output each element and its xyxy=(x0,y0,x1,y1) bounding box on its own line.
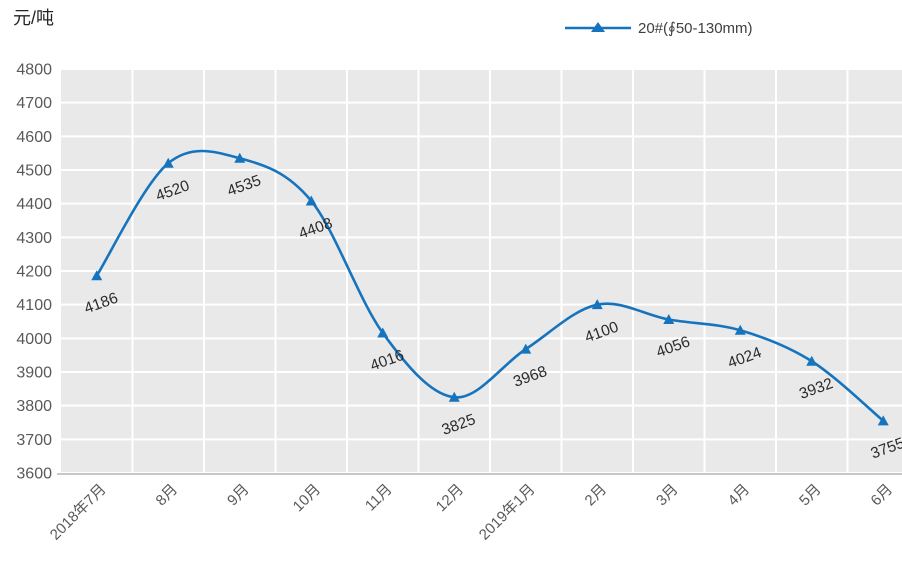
x-axis-tick-label: 12月 xyxy=(433,481,467,515)
data-point-marker xyxy=(377,327,389,338)
y-axis-unit-label: 元/吨 xyxy=(13,8,55,28)
data-point-marker xyxy=(162,157,174,168)
x-axis-tick-label: 10月 xyxy=(290,481,324,515)
gridlines xyxy=(61,68,902,474)
x-axis-tick-label: 2月 xyxy=(582,481,611,510)
data-point-marker xyxy=(734,324,746,335)
data-point-marker xyxy=(91,270,103,281)
data-point-marker xyxy=(520,343,532,354)
legend-line-triangle-marker-icon xyxy=(565,22,631,32)
x-axis-tick-label: 8月 xyxy=(153,481,182,510)
x-axis-tick-label: 2019年1月 xyxy=(476,481,539,544)
x-axis-tick-label: 3月 xyxy=(653,481,682,510)
y-axis-tick-label: 3600 xyxy=(16,466,52,483)
x-axis-tick-label: 9月 xyxy=(224,481,253,510)
y-axis-tick-label: 4800 xyxy=(16,62,52,79)
data-point-marker xyxy=(663,313,675,324)
x-axis-tick-label: 4月 xyxy=(725,481,754,510)
data-point-marker xyxy=(305,195,317,206)
x-axis-tick-label: 5月 xyxy=(796,481,825,510)
chart-legend[interactable]: 20#(∮50-130mm) xyxy=(564,19,753,37)
data-point-marker xyxy=(234,152,246,163)
legend-series-label: 20#(∮50-130mm) xyxy=(638,20,753,37)
y-axis-tick-labels: 4800 4700 4600 4500 4400 4300 4200 4100 4000 3900… xyxy=(16,62,52,483)
y-axis-tick-label: 4400 xyxy=(16,196,52,213)
y-axis-tick-label: 4700 xyxy=(16,95,52,112)
x-axis-tick-label: 2018年7月 xyxy=(47,481,110,544)
y-axis-tick-label: 4100 xyxy=(16,297,52,314)
y-axis-tick-label: 3800 xyxy=(16,398,52,415)
data-point-marker xyxy=(877,415,889,426)
y-axis-tick-label: 4500 xyxy=(16,163,52,180)
data-point-marker xyxy=(448,391,460,402)
data-point-marker xyxy=(591,299,603,310)
y-axis-tick-label: 4200 xyxy=(16,264,52,281)
data-point-marker xyxy=(806,355,818,366)
y-axis-tick-label: 3700 xyxy=(16,432,52,449)
y-axis-tick-label: 4600 xyxy=(16,129,52,146)
x-axis-tick-label: 11月 xyxy=(362,481,396,515)
y-axis-tick-label: 4300 xyxy=(16,230,52,247)
y-axis-tick-label: 3900 xyxy=(16,365,52,382)
y-axis-tick-label: 4000 xyxy=(16,331,52,348)
series-markers xyxy=(91,152,889,426)
x-axis-tick-label: 6月 xyxy=(868,481,897,510)
x-axis-tick-labels: 2018年7月 8月 9月 10月 11月 12月 2019年1月 2月 3月 4月 5月 6月 xyxy=(47,481,896,544)
